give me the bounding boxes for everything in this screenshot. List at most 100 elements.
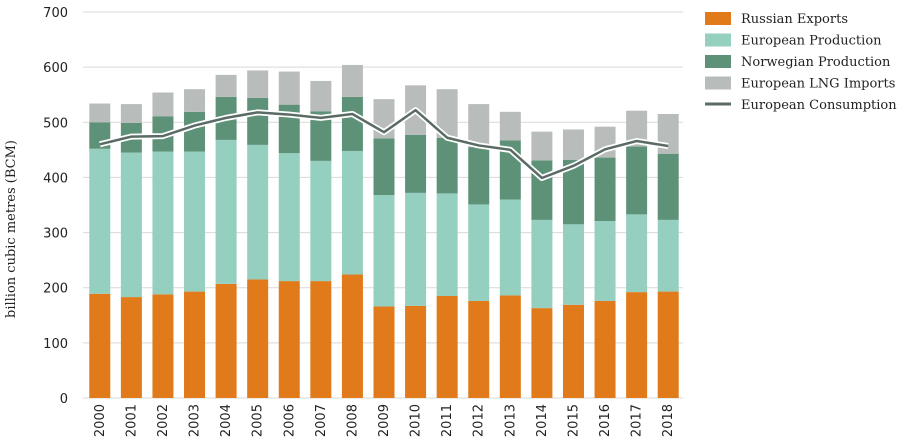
bar-segment: [468, 147, 490, 205]
bar-segment: [626, 146, 648, 215]
bar-segment: [373, 306, 395, 398]
y-axis-ticks: 0 100 200 300 400 500 600 700: [43, 6, 68, 407]
bar-segment: [626, 110, 648, 147]
x-tick-label: 2015: [566, 404, 581, 437]
bar-segment: [310, 80, 332, 112]
bar-segment: [310, 111, 332, 161]
bar-segment: [278, 71, 300, 105]
x-tick-label: 2017: [630, 404, 645, 437]
bar-segment: [278, 281, 300, 398]
bar-segment: [499, 111, 521, 141]
bar-segment: [120, 152, 142, 298]
bar-segment: [657, 291, 679, 398]
legend: Russian Exports European Production Norweg…: [705, 12, 897, 113]
y-tick-label: 700: [43, 6, 68, 21]
bar-segment: [626, 292, 648, 398]
bar-segment: [373, 195, 395, 307]
bar-segment: [562, 129, 584, 160]
bar-segment: [184, 111, 206, 152]
bar-segment: [562, 304, 584, 398]
legend-swatch: [705, 33, 731, 47]
bar-segment: [594, 300, 616, 398]
bar-segment: [215, 139, 237, 284]
legend-label: European Production: [741, 34, 882, 49]
bar-segment: [436, 137, 458, 194]
x-tick-label: 2018: [661, 404, 676, 437]
y-axis-label: billion cubic metres (BCM): [4, 140, 19, 318]
bar-segment: [89, 103, 111, 123]
bar-segment: [278, 153, 300, 282]
bar-segment: [152, 92, 174, 117]
y-tick-label: 300: [43, 227, 68, 242]
x-tick-label: 2011: [440, 404, 455, 437]
x-axis-ticks: 2000 2001 2002 2003 2004 2005 2006 2007 2008 2009…: [93, 404, 676, 437]
bar-segment: [120, 104, 142, 123]
bar-segment: [531, 219, 553, 309]
bar-segment: [89, 148, 111, 294]
y-tick-label: 100: [43, 337, 68, 352]
bar-segment: [562, 224, 584, 305]
y-tick-label: 400: [43, 171, 68, 186]
x-tick-label: 2000: [93, 404, 108, 437]
legend-label: European Consumption: [741, 98, 897, 113]
bar-segment: [436, 89, 458, 138]
bar-segment: [405, 305, 427, 398]
bar-segment: [215, 74, 237, 97]
bar-segment: [499, 295, 521, 398]
bar-segment: [468, 104, 490, 148]
bar-segment: [89, 293, 111, 398]
bar-segment: [247, 279, 269, 398]
bar-segment: [247, 144, 269, 280]
bar-segment: [247, 98, 269, 145]
legend-swatch: [705, 12, 731, 25]
bar-segment: [657, 153, 679, 220]
x-tick-label: 2014: [535, 404, 550, 437]
bar-segment: [215, 283, 237, 398]
x-tick-label: 2013: [503, 404, 518, 437]
bar-segment: [562, 159, 584, 225]
x-tick-label: 2006: [282, 404, 297, 437]
bar-segment: [594, 157, 616, 221]
legend-label: Norwegian Production: [741, 55, 891, 70]
y-tick-label: 200: [43, 282, 68, 297]
bar-segment: [531, 131, 553, 161]
legend-swatch: [705, 76, 731, 90]
x-tick-label: 2010: [409, 404, 424, 437]
bar-segment: [341, 96, 363, 151]
bars: [89, 64, 679, 398]
consumption-line: [99, 107, 669, 181]
bar-segment: [436, 295, 458, 398]
x-tick-label: 2002: [156, 404, 171, 437]
legend-swatch: [705, 55, 731, 68]
bar-segment: [405, 134, 427, 193]
x-tick-label: 2003: [188, 404, 203, 437]
legend-label: European LNG Imports: [741, 77, 895, 92]
bar-segment: [626, 214, 648, 293]
y-tick-label: 600: [43, 61, 68, 76]
bar-segment: [341, 64, 363, 97]
y-tick-label: 500: [43, 116, 68, 131]
x-tick-label: 2012: [472, 404, 487, 437]
bar-segment: [184, 291, 206, 398]
bar-segment: [405, 192, 427, 306]
x-tick-label: 2009: [377, 404, 392, 437]
legend-label: Russian Exports: [741, 12, 848, 27]
bar-segment: [468, 300, 490, 398]
bar-segment: [657, 219, 679, 292]
x-tick-label: 2016: [598, 404, 613, 437]
bar-segment: [468, 204, 490, 301]
bar-segment: [247, 70, 269, 99]
bar-segment: [373, 138, 395, 196]
bar-segment: [531, 308, 553, 398]
bar-segment: [341, 150, 363, 275]
bar-segment: [310, 160, 332, 282]
y-tick-label: 0: [60, 392, 68, 407]
bar-segment: [120, 297, 142, 398]
bar-segment: [436, 193, 458, 296]
x-tick-label: 2007: [314, 404, 329, 437]
x-tick-label: 2004: [219, 404, 234, 437]
bar-segment: [184, 89, 206, 112]
bar-segment: [152, 151, 174, 295]
bar-segment: [184, 151, 206, 292]
